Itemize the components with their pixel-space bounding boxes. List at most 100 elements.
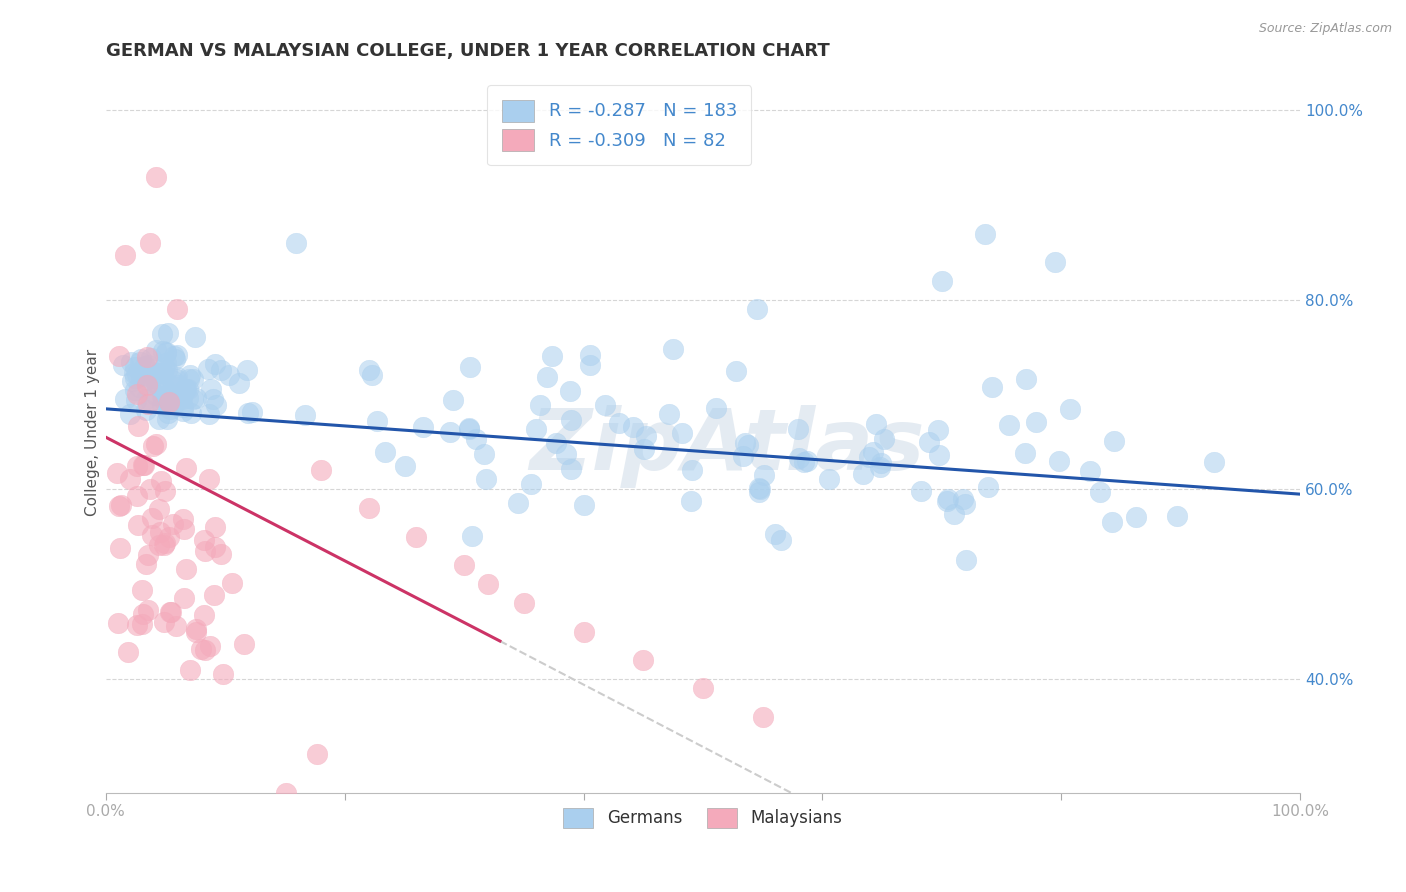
- Point: [869, 460, 891, 475]
- Point: [125, 393, 148, 408]
- Point: [204, 588, 226, 602]
- Point: [105, 466, 128, 480]
- Point: [1015, 372, 1038, 386]
- Point: [572, 624, 595, 639]
- Point: [124, 359, 146, 374]
- Point: [173, 522, 195, 536]
- Point: [198, 472, 221, 486]
- Point: [118, 407, 141, 421]
- Point: [366, 414, 388, 428]
- Point: [285, 235, 308, 250]
- Point: [184, 624, 207, 639]
- Point: [122, 366, 145, 380]
- Text: Source: ZipAtlas.com: Source: ZipAtlas.com: [1258, 22, 1392, 36]
- Point: [153, 483, 176, 498]
- Point: [155, 363, 177, 377]
- Point: [477, 577, 499, 591]
- Point: [172, 401, 194, 415]
- Point: [141, 395, 163, 409]
- Point: [155, 356, 177, 370]
- Point: [125, 368, 148, 382]
- Point: [294, 408, 316, 422]
- Point: [193, 608, 215, 623]
- Point: [179, 368, 201, 383]
- Point: [125, 459, 148, 474]
- Point: [174, 382, 197, 396]
- Point: [141, 511, 163, 525]
- Point: [209, 363, 232, 377]
- Point: [156, 411, 179, 425]
- Point: [357, 501, 380, 516]
- Point: [865, 417, 887, 431]
- Point: [148, 501, 170, 516]
- Point: [172, 404, 194, 418]
- Point: [131, 617, 153, 632]
- Point: [662, 342, 685, 356]
- Point: [394, 458, 416, 473]
- Point: [152, 538, 174, 552]
- Point: [159, 402, 181, 417]
- Point: [172, 512, 194, 526]
- Point: [658, 407, 681, 421]
- Point: [110, 498, 132, 512]
- Point: [852, 467, 875, 481]
- Point: [145, 343, 167, 357]
- Point: [129, 352, 152, 367]
- Point: [1202, 455, 1225, 469]
- Point: [748, 484, 770, 499]
- Point: [167, 392, 190, 406]
- Point: [540, 349, 562, 363]
- Point: [107, 350, 129, 364]
- Point: [197, 407, 219, 421]
- Point: [162, 517, 184, 532]
- Point: [145, 376, 167, 391]
- Point: [1125, 510, 1147, 524]
- Point: [734, 436, 756, 450]
- Point: [1080, 464, 1102, 478]
- Point: [152, 343, 174, 358]
- Point: [177, 391, 200, 405]
- Point: [748, 481, 770, 495]
- Point: [751, 710, 773, 724]
- Point: [148, 538, 170, 552]
- Point: [634, 429, 657, 443]
- Point: [142, 439, 165, 453]
- Point: [136, 603, 159, 617]
- Y-axis label: College, Under 1 year: College, Under 1 year: [86, 349, 100, 516]
- Point: [163, 351, 186, 366]
- Point: [174, 382, 197, 396]
- Point: [145, 437, 167, 451]
- Point: [135, 392, 157, 406]
- Point: [745, 302, 768, 317]
- Point: [458, 421, 481, 435]
- Point: [204, 357, 226, 371]
- Point: [145, 376, 167, 391]
- Point: [136, 378, 159, 392]
- Point: [114, 248, 136, 262]
- Point: [307, 747, 329, 762]
- Point: [183, 330, 205, 344]
- Point: [952, 492, 974, 507]
- Point: [953, 498, 976, 512]
- Point: [176, 460, 198, 475]
- Point: [163, 380, 186, 394]
- Point: [150, 399, 173, 413]
- Point: [458, 359, 481, 374]
- Point: [405, 530, 427, 544]
- Point: [132, 607, 155, 621]
- Point: [221, 576, 243, 591]
- Point: [160, 372, 183, 386]
- Point: [593, 398, 616, 412]
- Point: [858, 450, 880, 464]
- Point: [679, 494, 702, 508]
- Point: [752, 468, 775, 483]
- Point: [770, 533, 793, 547]
- Point: [114, 392, 136, 406]
- Point: [918, 434, 941, 449]
- Point: [163, 349, 186, 363]
- Point: [153, 536, 176, 550]
- Point: [186, 391, 208, 405]
- Text: ZipAtlas: ZipAtlas: [529, 406, 925, 489]
- Point: [124, 383, 146, 397]
- Point: [135, 557, 157, 571]
